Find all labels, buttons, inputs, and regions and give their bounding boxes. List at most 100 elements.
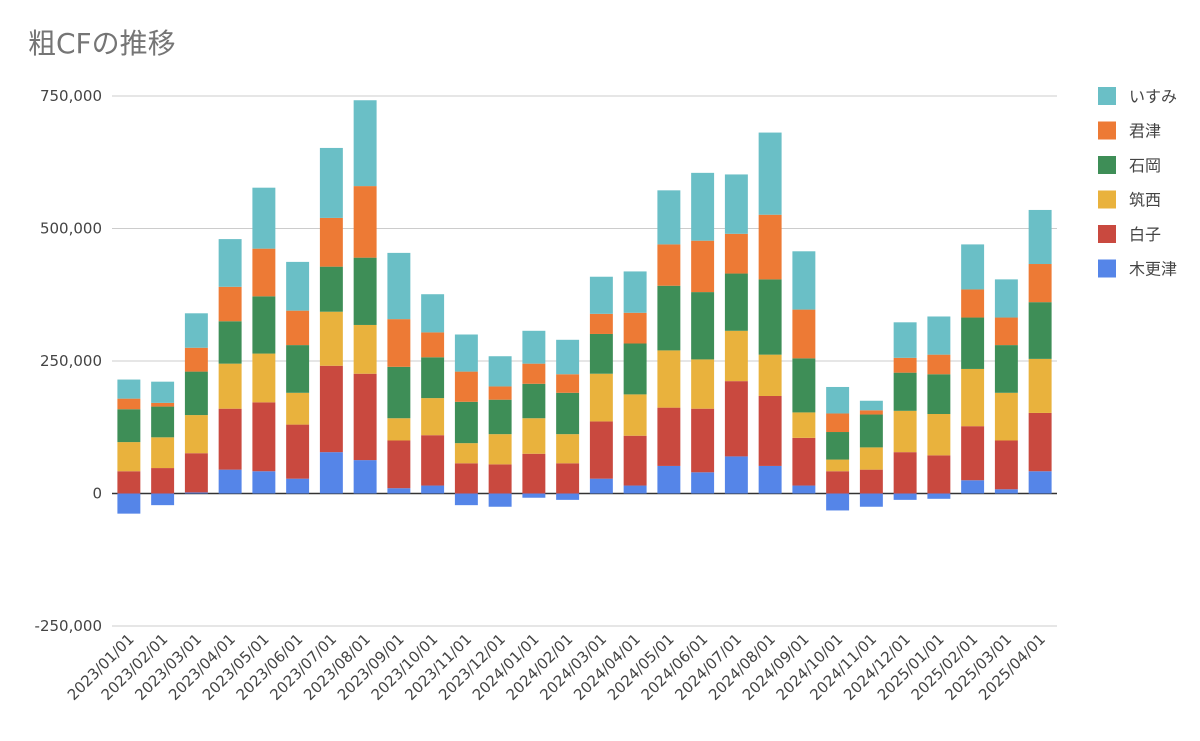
bar-segment: [117, 442, 141, 472]
bar-segment: [859, 469, 883, 494]
bar-segment: [589, 373, 613, 422]
bar-segment: [623, 271, 647, 313]
bar-segment: [151, 437, 175, 469]
bar-segment: [994, 317, 1018, 346]
bar-segment: [859, 400, 883, 411]
bar-segment: [792, 358, 816, 413]
bar-segment: [927, 414, 951, 456]
bar-segment: [454, 401, 478, 444]
bar-segment: [758, 465, 782, 494]
bar-segment: [117, 471, 141, 494]
bar-segment: [117, 398, 141, 410]
bar-segment: [522, 418, 546, 454]
legend-label: 君津: [1129, 122, 1161, 141]
bar-segment: [1028, 471, 1052, 494]
bar-segment: [151, 402, 175, 407]
bar-segment: [623, 343, 647, 395]
bar-segment: [994, 440, 1018, 490]
bar-segment: [421, 357, 445, 399]
bar-segment: [387, 418, 411, 441]
bar-segment: [657, 285, 681, 351]
bar-segment: [252, 296, 276, 354]
bar-segment: [859, 493, 883, 507]
y-tick-label: 750,000: [40, 87, 102, 105]
bar-segment: [792, 485, 816, 494]
bar-segment: [488, 464, 512, 494]
bar-segment: [724, 330, 748, 382]
bar-segment: [319, 147, 343, 218]
bar-segment: [421, 332, 445, 358]
bar-segment: [556, 339, 580, 375]
bar-segment: [826, 413, 850, 433]
bar-segment: [893, 493, 917, 500]
bar-segment: [218, 469, 242, 494]
bar-segment: [151, 381, 175, 403]
bar-segment: [826, 432, 850, 460]
legend-swatch: [1098, 259, 1116, 278]
bar-segment: [927, 374, 951, 414]
bar-segment: [488, 386, 512, 400]
bar-segment: [859, 410, 883, 415]
bar-segment: [556, 493, 580, 500]
bar-segment: [589, 478, 613, 494]
bar-segment: [758, 354, 782, 396]
bar-segment: [826, 471, 850, 494]
bar-segment: [151, 406, 175, 438]
bar-segment: [691, 359, 715, 409]
bar-segment: [893, 452, 917, 494]
bar-segment: [691, 172, 715, 241]
bar-segment: [252, 353, 276, 403]
legend-swatch: [1098, 225, 1116, 243]
bar-segment: [758, 279, 782, 355]
bar-segment: [724, 273, 748, 331]
bar-segment: [589, 276, 613, 314]
bar-segment: [893, 372, 917, 411]
bar-segment: [421, 485, 445, 494]
bar-segment: [454, 493, 478, 506]
bar-segment: [387, 319, 411, 367]
bar-segment: [387, 252, 411, 320]
bar-segment: [758, 395, 782, 466]
bar-segment: [589, 421, 613, 479]
bar-segment: [184, 415, 208, 454]
bar-segment: [353, 373, 377, 461]
bar-segment: [961, 317, 985, 369]
bar-segment: [792, 251, 816, 310]
bar-segment: [454, 334, 478, 372]
bar-segment: [589, 313, 613, 334]
bar-segment: [286, 345, 310, 393]
bar-segment: [589, 333, 613, 374]
bar-segment: [421, 398, 445, 436]
bar-segment: [319, 266, 343, 312]
bar-segment: [319, 217, 343, 267]
bar-segment: [927, 316, 951, 355]
bar-segment: [252, 248, 276, 297]
bar-segment: [657, 190, 681, 245]
bar-segment: [691, 240, 715, 293]
bar-segment: [286, 392, 310, 425]
bar-segment: [1028, 358, 1052, 413]
bar-segment: [623, 394, 647, 436]
bar-segment: [218, 408, 242, 470]
y-tick-label: 500,000: [40, 220, 102, 238]
bar-segment: [252, 402, 276, 472]
bar-segment: [522, 363, 546, 384]
bar-segment: [792, 412, 816, 438]
bar-segment: [454, 371, 478, 402]
bar-segment: [1028, 209, 1052, 265]
bar-segment: [319, 452, 343, 494]
bar-segment: [724, 233, 748, 274]
bar-segment: [218, 239, 242, 287]
legend-swatch: [1098, 190, 1116, 209]
bar-segment: [421, 435, 445, 486]
bar-segment: [1028, 412, 1052, 472]
bar-segment: [252, 471, 276, 494]
bar-segment: [927, 493, 951, 499]
y-tick-label: -250,000: [35, 617, 102, 635]
bar-segment: [117, 493, 141, 514]
bar-segment: [184, 371, 208, 416]
bar-segment: [556, 434, 580, 464]
bar-segment: [994, 279, 1018, 318]
bar-segment: [218, 321, 242, 364]
